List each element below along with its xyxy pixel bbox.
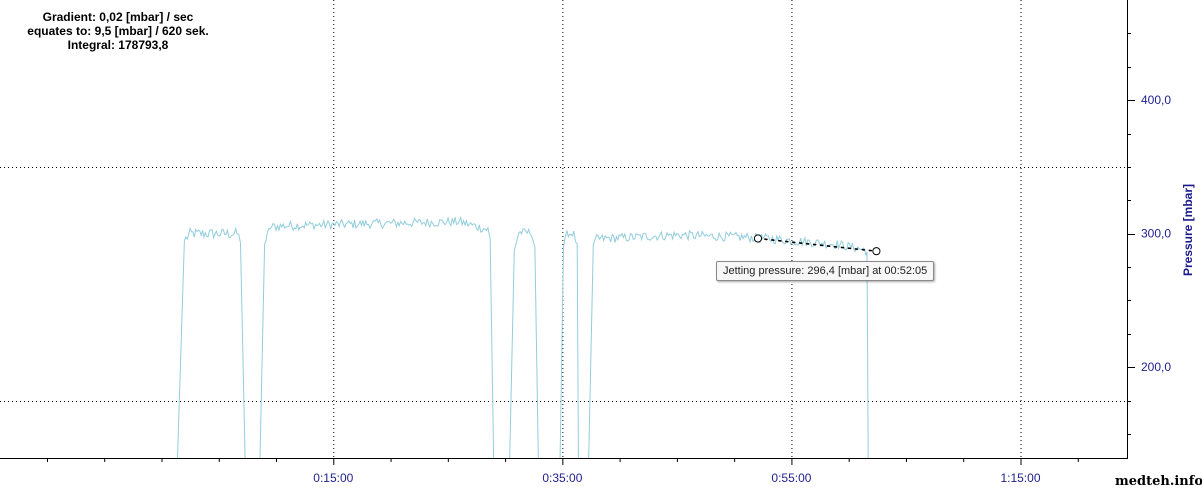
- series-segment: [259, 215, 495, 459]
- series-segment: [588, 229, 869, 459]
- integral-text: Integral: 178793,8: [67, 38, 169, 52]
- series-segment: [559, 230, 579, 459]
- y-tick-label: 200,0: [1141, 360, 1171, 374]
- gradient-start-point: [753, 234, 763, 243]
- x-tick-label: 0:15:00: [313, 471, 353, 485]
- jetting-pressure-tooltip: Jetting pressure: 296,4 [mbar] at 00:52:…: [716, 261, 935, 281]
- pressure-series: [177, 215, 869, 459]
- gradient-marker: [753, 234, 881, 256]
- gradient-line: [757, 237, 878, 252]
- axes: 0:15:00 0:35:00 0:55:00 1:15:00 200,0 300,0 40…: [0, 0, 1171, 485]
- grid-lines: [0, 0, 1127, 458]
- gradient-text: Gradient: 0,02 [mbar] / sec: [42, 10, 194, 24]
- y-tick-label: 300,0: [1141, 227, 1171, 241]
- gradient-end-point: [872, 247, 881, 256]
- watermark: medteh.info: [1115, 474, 1202, 489]
- x-tick-label: 0:35:00: [542, 471, 582, 485]
- y-axis-title: Pressure [mbar]: [1181, 184, 1195, 276]
- x-tick-label: 1:15:00: [1000, 471, 1040, 485]
- series-segment: [509, 227, 539, 459]
- equates-text: equates to: 9,5 [mbar] / 620 sek.: [27, 24, 209, 38]
- series-segment: [177, 226, 246, 459]
- gradient-info-panel: Gradient: 0,02 [mbar] / sec equates to: …: [0, 10, 236, 52]
- x-tick-label: 0:55:00: [771, 471, 811, 485]
- y-tick-label: 400,0: [1141, 93, 1171, 107]
